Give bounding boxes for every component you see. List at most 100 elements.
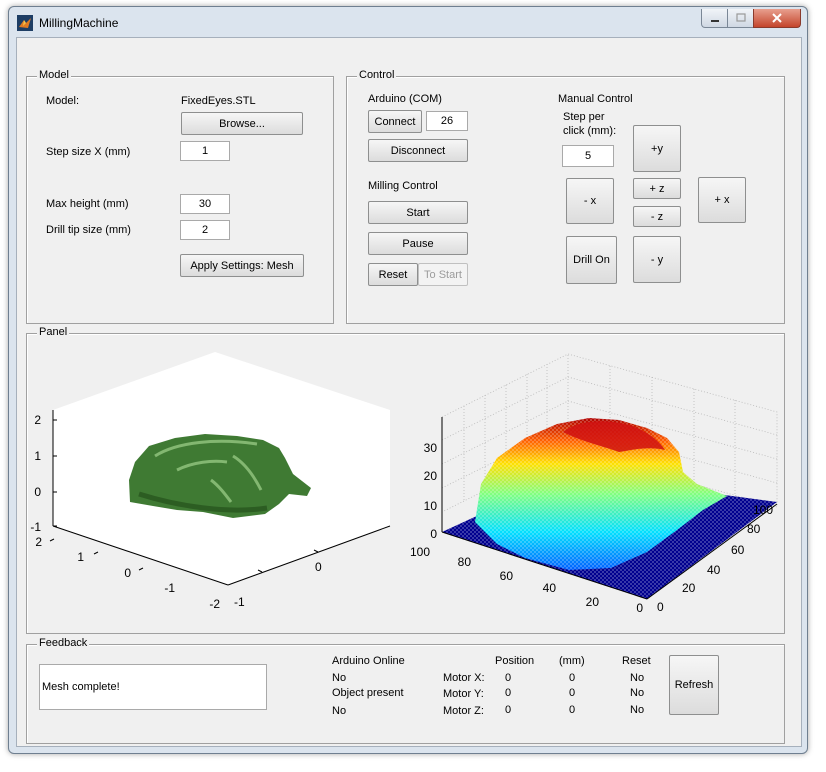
click-mm-label: click (mm): [563, 125, 617, 137]
browse-button[interactable]: Browse... [181, 112, 303, 135]
object-present-value: No [332, 705, 347, 717]
feedback-panel-title: Feedback [37, 637, 90, 649]
milling-control-label: Milling Control [368, 180, 438, 192]
control-panel-title: Control [357, 69, 397, 81]
minimize-button[interactable] [701, 9, 729, 28]
pause-button[interactable]: Pause [368, 232, 468, 255]
motor-x-reset: No [630, 672, 645, 684]
right-x-tick: 80 [458, 555, 472, 569]
drill-tip-label: Drill tip size (mm) [46, 224, 131, 236]
right-x-tick-labels: 100 80 60 40 20 0 [410, 545, 643, 615]
motor-z-label: Motor Z: [443, 705, 484, 717]
reset-button[interactable]: Reset [368, 263, 418, 286]
minimize-icon [711, 20, 719, 22]
step-size-input[interactable]: 1 [180, 141, 230, 161]
surface-plot-axes: 30 20 10 0 100 80 60 40 20 0 0 20 40 [410, 353, 778, 615]
left-y-tick: 0 [124, 566, 131, 580]
drill-tip-input[interactable]: 2 [180, 220, 230, 240]
left-z-tick: 1 [34, 449, 41, 463]
right-y-tick: 60 [731, 543, 745, 557]
mesh-surface-pattern [475, 418, 727, 570]
com-port-input[interactable]: 26 [426, 111, 468, 131]
feedback-panel: Feedback Mesh complete! Arduino Online N… [26, 637, 785, 744]
disconnect-button[interactable]: Disconnect [368, 139, 468, 162]
arduino-com-label: Arduino (COM) [368, 93, 442, 105]
motor-y-mm: 0 [569, 687, 576, 699]
right-y-tick: 100 [753, 503, 773, 517]
left-z-tick: -1 [30, 520, 41, 534]
left-x-tick-labels: 0 -1 [234, 560, 322, 609]
plot-panel-title: Panel [37, 326, 70, 338]
refresh-button[interactable]: Refresh [669, 655, 719, 715]
control-panel: Control Arduino (COM) Connect 26 Disconn… [346, 69, 785, 324]
left-z-tick-labels: 2 1 0 -1 [30, 413, 41, 534]
left-z-tick: 2 [34, 413, 41, 427]
right-z-tick-labels: 30 20 10 0 [424, 441, 438, 541]
app-window: MillingMachine Model Model: FixedEyes.ST… [8, 6, 808, 754]
start-button[interactable]: Start [368, 201, 468, 224]
model-label: Model: [46, 95, 80, 107]
motor-z-mm: 0 [569, 704, 576, 716]
left-y-tick: -1 [164, 581, 175, 595]
right-y-tick-labels: 0 20 40 60 80 100 [657, 503, 773, 614]
step-per-click-input[interactable]: 5 [562, 145, 614, 167]
model-file-name: FixedEyes.STL [181, 95, 256, 107]
manual-control-label: Manual Control [558, 93, 633, 105]
left-y-tick: 1 [77, 550, 84, 564]
right-x-tick: 40 [543, 581, 557, 595]
mesh-surface-peak [563, 421, 665, 452]
face-shadow [138, 491, 268, 513]
arduino-online-label: Arduino Online [332, 655, 405, 667]
right-z-tick: 0 [430, 527, 437, 541]
to-start-button[interactable]: To Start [418, 263, 468, 286]
right-y-tick: 40 [707, 563, 721, 577]
step-size-label: Step size X (mm) [46, 146, 131, 158]
minus-x-button[interactable]: - x [566, 178, 614, 224]
motor-y-label: Motor Y: [443, 688, 484, 700]
title-bar[interactable]: MillingMachine [9, 7, 807, 37]
close-icon [772, 13, 782, 23]
right-y-tick: 20 [682, 581, 696, 595]
plus-z-button[interactable]: + z [633, 178, 681, 199]
minus-y-button[interactable]: - y [633, 236, 681, 283]
connect-button[interactable]: Connect [368, 110, 422, 133]
model-preview-axes: 2 1 0 -1 2 1 0 -1 -2 0 -1 [30, 352, 391, 611]
left-y-tick: 2 [35, 535, 42, 549]
maximize-button[interactable] [727, 9, 755, 28]
right-y-tick: 0 [657, 600, 664, 614]
left-y-tick: -2 [209, 597, 220, 611]
left-x-tick: 0 [315, 560, 322, 574]
window-title: MillingMachine [39, 16, 119, 30]
plus-x-button[interactable]: + x [698, 177, 746, 223]
motor-x-mm: 0 [569, 672, 576, 684]
model-panel: Model Model: FixedEyes.STL Browse... Ste… [26, 69, 334, 324]
right-x-tick: 100 [410, 545, 430, 559]
right-z-tick: 10 [424, 499, 438, 513]
drill-on-button[interactable]: Drill On [566, 236, 617, 284]
right-y-tick: 80 [747, 522, 761, 536]
face-highlights [154, 439, 263, 503]
model-panel-title: Model [37, 69, 71, 81]
mm-header: (mm) [559, 655, 585, 667]
client-area: Model Model: FixedEyes.STL Browse... Ste… [16, 37, 802, 747]
position-header: Position [495, 655, 535, 667]
matlab-icon [17, 15, 33, 31]
max-height-label: Max height (mm) [46, 198, 129, 210]
reset-header: Reset [622, 655, 651, 667]
object-present-label: Object present [332, 687, 404, 699]
left-x-tick: -1 [234, 595, 245, 609]
motor-y-position: 0 [505, 687, 512, 699]
motor-z-position: 0 [505, 704, 512, 716]
max-height-input[interactable]: 30 [180, 194, 230, 214]
apply-settings-button[interactable]: Apply Settings: Mesh [180, 254, 304, 277]
right-x-tick: 20 [586, 595, 600, 609]
maximize-icon [736, 13, 746, 22]
minus-z-button[interactable]: - z [633, 206, 681, 227]
plot-panel: Panel 2 1 [26, 326, 785, 634]
motor-x-position: 0 [505, 672, 512, 684]
left-z-tick: 0 [34, 485, 41, 499]
plus-y-button[interactable]: +y [633, 125, 681, 172]
close-button[interactable] [753, 9, 801, 28]
right-x-tick: 0 [636, 601, 643, 615]
face-surface [129, 434, 311, 518]
